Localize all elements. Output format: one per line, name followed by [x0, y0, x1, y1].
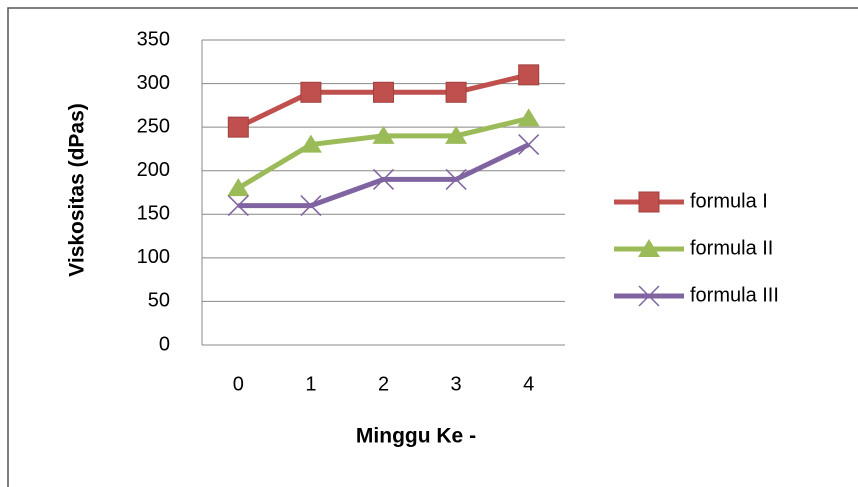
x-tick-label: 0: [233, 373, 244, 395]
marker: [373, 81, 394, 103]
marker: [227, 195, 249, 217]
y-tick-label: 200: [137, 159, 170, 181]
marker: [638, 191, 660, 213]
marker: [300, 81, 322, 103]
marker: [517, 108, 540, 127]
x-tick-label: 4: [523, 373, 534, 395]
y-tick-label: 50: [148, 290, 170, 312]
y-tick-label: 250: [137, 115, 170, 137]
marker: [227, 116, 249, 138]
marker: [518, 64, 540, 86]
y-tick-label: 350: [137, 28, 170, 50]
marker: [445, 125, 468, 144]
marker: [518, 134, 540, 156]
x-tick-label: 1: [305, 373, 316, 395]
y-axis-label: Viskositas (dPas): [66, 103, 89, 277]
chart-frame: [7, 7, 858, 487]
legend-label: formula I: [690, 190, 768, 212]
y-tick-label: 150: [137, 203, 170, 225]
marker: [638, 239, 660, 257]
y-tick-label: 300: [137, 72, 170, 94]
marker: [445, 81, 467, 103]
marker: [299, 134, 322, 153]
x-axis-label: Minggu Ke -: [356, 425, 476, 448]
marker: [445, 168, 467, 190]
y-tick-label: 100: [137, 246, 170, 268]
y-tick-label: 0: [159, 333, 170, 355]
legend-label: formula II: [690, 237, 773, 259]
marker: [372, 168, 395, 190]
legend-label: formula III: [690, 284, 779, 306]
x-tick-label: 2: [378, 373, 389, 395]
marker: [372, 125, 395, 144]
marker: [227, 178, 250, 197]
marker: [300, 195, 322, 217]
x-tick-label: 3: [451, 373, 462, 395]
marker: [638, 285, 660, 307]
